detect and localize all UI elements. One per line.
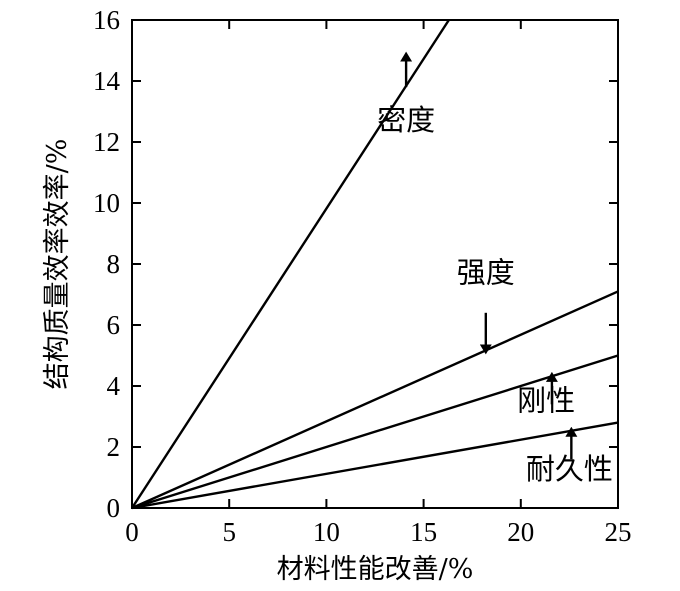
y-tick-label: 16 xyxy=(93,5,120,35)
x-tick-label: 5 xyxy=(222,517,236,547)
annotation-label: 耐久性 xyxy=(526,452,613,486)
x-tick-label: 10 xyxy=(313,517,340,547)
series-line-耐久性 xyxy=(131,421,619,510)
y-tick-label: 0 xyxy=(107,493,121,523)
x-tick-label: 0 xyxy=(125,517,139,547)
y-tick-label: 10 xyxy=(93,188,120,218)
x-tick-label: 15 xyxy=(410,517,437,547)
y-tick-label: 6 xyxy=(107,310,121,340)
series-line-刚性 xyxy=(131,354,619,510)
x-tick-label: 25 xyxy=(605,517,632,547)
x-axis-title: 材料性能改善/% xyxy=(277,554,474,585)
y-tick-label: 14 xyxy=(93,66,121,96)
series-line-密度 xyxy=(130,19,450,509)
y-tick-label: 12 xyxy=(93,127,120,157)
annotation-label: 强度 xyxy=(457,255,515,289)
axis-ticks: 0 5 10 15 20 25 0 2 4 6 8 10 12 14 16 xyxy=(93,5,632,547)
series-line-强度 xyxy=(131,290,619,510)
y-tick-label: 4 xyxy=(107,371,121,401)
x-tick-label: 20 xyxy=(507,517,534,547)
y-tick-label: 8 xyxy=(107,249,121,279)
annotation-label: 密度 xyxy=(377,103,435,137)
y-tick-label: 2 xyxy=(107,432,121,462)
series-lines xyxy=(130,19,619,510)
annotation-label: 刚性 xyxy=(517,383,575,417)
y-axis-title: 结构质量效率效率/% xyxy=(42,139,73,390)
